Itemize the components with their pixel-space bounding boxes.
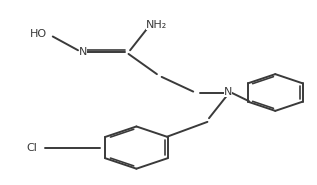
Text: Cl: Cl <box>27 143 38 153</box>
Text: N: N <box>79 47 87 57</box>
Text: HO: HO <box>30 29 47 39</box>
Text: N: N <box>224 87 232 97</box>
Text: NH₂: NH₂ <box>146 20 168 30</box>
